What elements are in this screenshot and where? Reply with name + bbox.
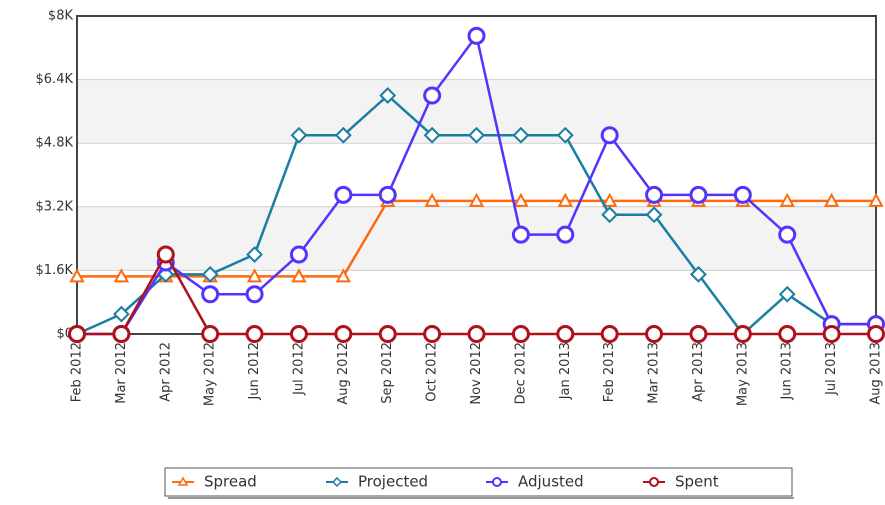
- legend: Spread Projected Adjusted Spent: [172, 473, 719, 491]
- data-point: [112, 305, 130, 323]
- data-point: [335, 268, 352, 283]
- data-point: [378, 185, 397, 204]
- x-tick-label: May 2013: [735, 342, 750, 406]
- y-tick-label: $6.4K: [36, 72, 74, 87]
- data-point: [334, 185, 353, 204]
- data-point: [467, 26, 486, 45]
- data-point: [424, 192, 440, 207]
- data-point: [689, 325, 708, 343]
- data-point: [645, 206, 663, 224]
- x-tick-label: Aug 2012: [336, 342, 351, 405]
- data-point: [201, 285, 220, 304]
- grid-band: [77, 206, 876, 271]
- data-point: [867, 325, 885, 343]
- legend-label: Adjusted: [518, 473, 584, 491]
- data-point: [645, 185, 664, 204]
- x-tick-label: Feb 2013: [602, 342, 617, 402]
- data-point: [778, 285, 796, 303]
- data-point: [334, 126, 352, 144]
- data-point: [600, 325, 619, 343]
- data-point: [423, 86, 442, 105]
- data-point: [690, 265, 707, 283]
- data-point: [779, 192, 795, 207]
- x-tick-label: Aug 2013: [869, 342, 884, 405]
- x-tick-label: Oct 2012: [425, 342, 440, 402]
- data-point: [113, 268, 130, 283]
- data-point: [512, 126, 530, 144]
- data-point: [291, 268, 307, 283]
- x-tick-label: Dec 2012: [513, 342, 528, 404]
- y-tick-label: $8K: [48, 9, 74, 24]
- data-point: [513, 192, 529, 207]
- data-point: [289, 245, 308, 264]
- data-point: [556, 225, 575, 244]
- data-point: [733, 325, 752, 343]
- x-tick-label: Jul 2012: [291, 342, 306, 396]
- data-point: [468, 192, 485, 207]
- legend-label: Spread: [204, 473, 257, 491]
- x-tick-label: Mar 2013: [647, 342, 662, 404]
- data-point: [246, 246, 263, 263]
- legend-marker: [649, 477, 659, 487]
- data-point: [378, 325, 397, 343]
- data-point: [68, 325, 86, 343]
- data-point: [600, 126, 619, 145]
- data-point: [289, 325, 308, 343]
- legend-label: Projected: [358, 473, 428, 491]
- data-point: [245, 325, 264, 343]
- data-point: [290, 126, 308, 144]
- data-point: [823, 192, 840, 207]
- x-tick-label: Jan 2013: [558, 342, 573, 400]
- x-tick-label: Jun 2012: [247, 342, 262, 401]
- data-point: [69, 268, 85, 283]
- data-point: [423, 325, 442, 343]
- legend-marker: [177, 476, 189, 486]
- x-tick-label: Jul 2013: [824, 342, 839, 396]
- y-tick-label: $4.8K: [36, 136, 74, 151]
- x-tick-label: Nov 2012: [469, 342, 484, 405]
- data-point: [778, 325, 797, 343]
- data-point: [468, 126, 485, 144]
- data-point: [556, 325, 575, 343]
- data-point: [868, 192, 884, 207]
- data-point: [601, 206, 619, 224]
- legend-label: Spent: [675, 473, 719, 491]
- data-point: [112, 325, 131, 343]
- data-point: [778, 225, 797, 244]
- data-point: [822, 325, 841, 343]
- x-tick-label: Jun 2013: [780, 342, 795, 401]
- data-point: [689, 185, 708, 204]
- x-tick-label: Apr 2013: [691, 342, 706, 402]
- data-point: [423, 126, 441, 144]
- data-point: [467, 325, 486, 343]
- y-tick-label: $1.6K: [36, 263, 74, 278]
- data-point: [733, 185, 752, 204]
- data-point: [511, 325, 530, 343]
- data-point: [201, 325, 220, 343]
- legend-marker: [331, 476, 343, 488]
- data-point: [201, 265, 219, 283]
- data-point: [645, 325, 664, 343]
- data-point: [246, 268, 263, 283]
- data-point: [156, 245, 175, 264]
- legend-box: [164, 467, 793, 497]
- x-tick-label: Apr 2012: [158, 342, 173, 402]
- legend-marker: [492, 477, 502, 487]
- x-tick-label: May 2012: [203, 342, 218, 406]
- data-point: [556, 126, 574, 144]
- data-point: [245, 285, 264, 304]
- data-point: [334, 325, 353, 343]
- data-point: [557, 192, 573, 207]
- x-tick-label: Mar 2012: [114, 342, 129, 404]
- plot-border: [76, 15, 877, 335]
- data-point: [511, 225, 530, 244]
- data-point: [379, 87, 397, 104]
- x-tick-label: Feb 2012: [70, 342, 85, 402]
- data-point: [601, 192, 618, 207]
- y-tick-label: $3.2K: [36, 199, 74, 214]
- x-tick-label: Sep 2012: [380, 342, 395, 404]
